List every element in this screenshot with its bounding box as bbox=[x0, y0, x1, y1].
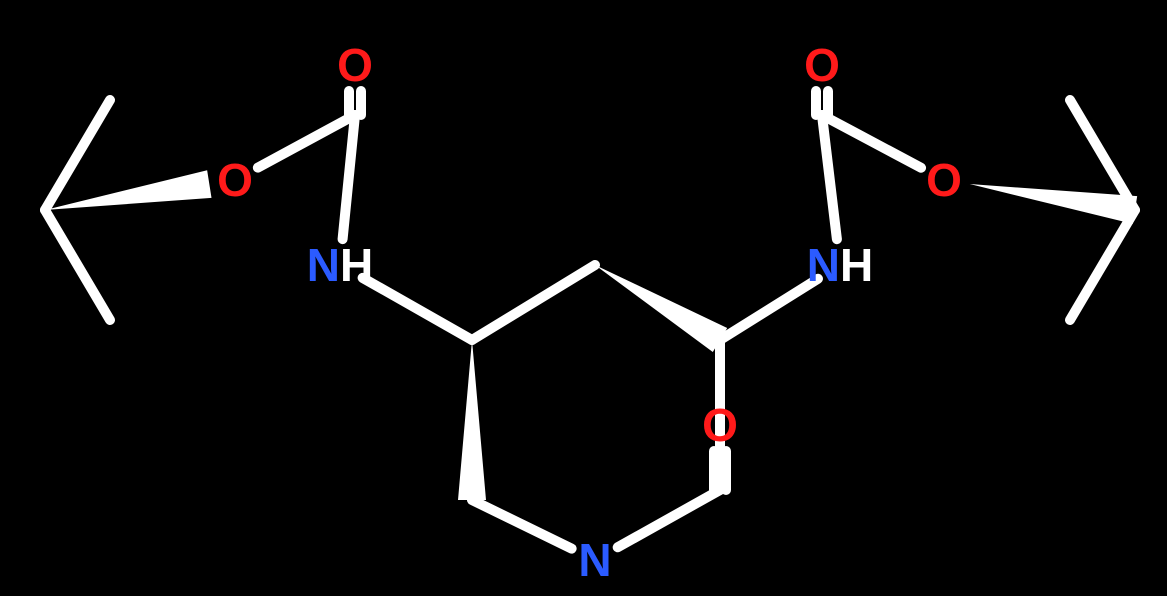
atom-O: O bbox=[217, 154, 253, 206]
atom-N: N bbox=[578, 534, 611, 586]
bond-single bbox=[472, 500, 572, 549]
bond-single bbox=[45, 100, 110, 210]
atom-NH: NH bbox=[307, 239, 373, 291]
bond-single bbox=[45, 210, 110, 320]
molecule-diagram: O O NH N O NH O O bbox=[0, 0, 1167, 596]
bond-single bbox=[258, 115, 355, 168]
bond-wedge bbox=[458, 340, 486, 500]
bond-single bbox=[720, 279, 818, 340]
bond-single bbox=[618, 490, 720, 547]
bond-single bbox=[822, 115, 921, 168]
bond-wedge bbox=[970, 184, 1137, 224]
bond-single bbox=[1070, 210, 1135, 320]
bond-single bbox=[343, 115, 355, 239]
bond-wedge bbox=[595, 265, 727, 352]
bond-single bbox=[822, 115, 837, 239]
atom-O: O bbox=[926, 154, 962, 206]
atom-O: O bbox=[804, 39, 840, 91]
atom-O: O bbox=[337, 39, 373, 91]
atom-O: O bbox=[702, 399, 738, 451]
atom-NH: NH bbox=[807, 239, 873, 291]
bond-single bbox=[363, 278, 472, 340]
bond-single bbox=[472, 265, 595, 340]
